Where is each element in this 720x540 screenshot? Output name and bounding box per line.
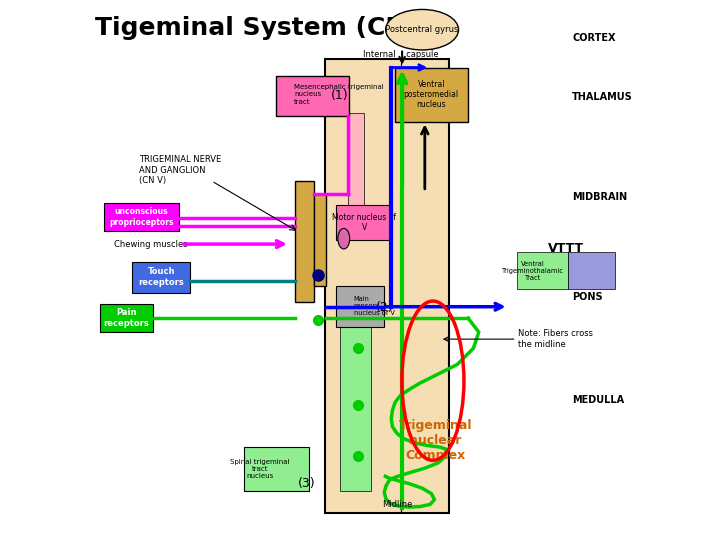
Text: Mesencephalic trigeminal
nucleus
tract: Mesencephalic trigeminal nucleus tract (294, 84, 384, 105)
Text: Ventral
Trigeminothalamic
Tract: Ventral Trigeminothalamic Tract (502, 260, 564, 281)
Bar (348, 113, 364, 235)
Bar (336, 286, 384, 327)
Text: Internal    capsule: Internal capsule (363, 50, 438, 59)
Text: Postcentral gyrus: Postcentral gyrus (385, 25, 459, 34)
Ellipse shape (338, 228, 350, 249)
Bar (99, 304, 153, 332)
Bar (295, 181, 314, 302)
Text: Ventral
posteromedial
nucleus: Ventral posteromedial nucleus (404, 79, 459, 110)
Bar (395, 68, 468, 122)
Text: Pain
receptors: Pain receptors (103, 308, 149, 328)
Bar (517, 252, 568, 289)
Text: VTTT: VTTT (548, 242, 584, 255)
Text: THALAMUS: THALAMUS (572, 92, 633, 102)
Text: (2): (2) (376, 301, 394, 314)
Text: (3): (3) (298, 477, 315, 490)
Bar (568, 252, 616, 289)
Bar (104, 203, 179, 231)
Bar (276, 76, 349, 116)
Text: Note: Fibers cross
the midline: Note: Fibers cross the midline (518, 329, 593, 349)
Text: Touch
receptors: Touch receptors (138, 267, 184, 287)
Text: MEDULLA: MEDULLA (572, 395, 624, 404)
Text: Chewing muscles: Chewing muscles (114, 240, 188, 248)
Text: Midline: Midline (382, 501, 413, 509)
Text: TRIGEMINAL NERVE
AND GANGLION
(CN V): TRIGEMINAL NERVE AND GANGLION (CN V) (138, 155, 221, 185)
Bar (336, 205, 392, 240)
Bar (132, 262, 190, 293)
Text: (1): (1) (330, 89, 348, 102)
Text: unconscious
proprioceptors: unconscious proprioceptors (109, 207, 174, 227)
Text: CORTEX: CORTEX (572, 33, 616, 43)
Text: Main
sensory
nucleus of V: Main sensory nucleus of V (354, 296, 395, 316)
Ellipse shape (386, 10, 459, 50)
Text: Tigeminal System (CN5): Tigeminal System (CN5) (95, 16, 436, 40)
Bar (340, 319, 372, 491)
Bar (244, 447, 309, 491)
Text: PONS: PONS (572, 292, 603, 302)
Text: Spinal trigeminal
tract
nucleus: Spinal trigeminal tract nucleus (230, 458, 290, 479)
Text: Trigeminal
nuclear
Complex: Trigeminal nuclear Complex (399, 418, 472, 462)
Text: MIDBRAIN: MIDBRAIN (572, 192, 627, 202)
Bar (314, 194, 326, 286)
Text: Motor nucleus of
V: Motor nucleus of V (333, 213, 396, 232)
Bar (325, 59, 449, 513)
